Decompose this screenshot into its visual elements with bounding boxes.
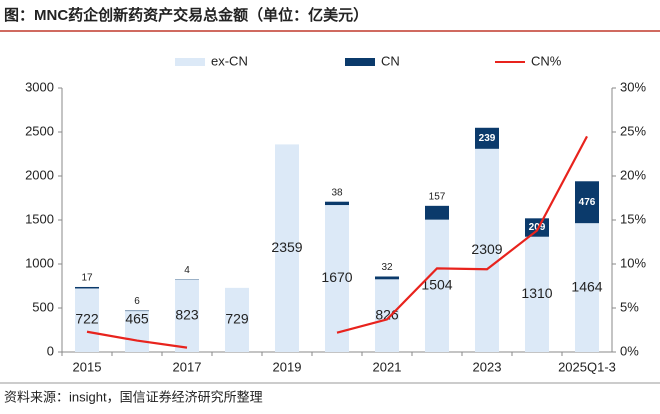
legend-label: ex-CN <box>211 53 248 68</box>
bar-label: 729 <box>225 311 249 327</box>
legend-swatch <box>345 58 375 66</box>
bar-label: 32 <box>381 262 393 273</box>
legend-label: CN% <box>531 53 562 68</box>
y2-tick-label: 20% <box>620 167 646 182</box>
bar <box>75 287 99 288</box>
x-tick-label: 2017 <box>173 359 202 374</box>
y2-tick-label: 10% <box>620 255 646 270</box>
y-tick-label: 1000 <box>25 255 54 270</box>
bar-label: 17 <box>81 273 93 284</box>
bar-label: 4 <box>184 265 190 276</box>
y2-tick-label: 15% <box>620 211 646 226</box>
x-tick-label: 2015 <box>73 359 102 374</box>
bar-label: 6 <box>134 296 140 307</box>
bar-label: 1670 <box>321 269 352 285</box>
y-tick-label: 1500 <box>25 211 54 226</box>
y-tick-label: 3000 <box>25 79 54 94</box>
y-tick-label: 2000 <box>25 167 54 182</box>
legend-label: CN <box>381 53 400 68</box>
bar-label: 476 <box>579 197 596 208</box>
y2-tick-label: 0% <box>620 343 639 358</box>
bar-label: 157 <box>429 191 446 202</box>
bar-label: 823 <box>175 306 199 322</box>
bar-label: 2359 <box>271 239 302 255</box>
x-tick-label: 2021 <box>373 359 402 374</box>
bar <box>125 311 149 312</box>
bar-label: 1464 <box>571 278 602 294</box>
source: 资料来源：insight，国信证券经济研究所整理 <box>4 389 263 404</box>
bar <box>425 206 449 220</box>
bar-label: 239 <box>479 133 496 144</box>
bar-label: 465 <box>125 311 149 327</box>
x-tick-label: 2023 <box>473 359 502 374</box>
x-tick-label: 2025Q1-3 <box>558 359 616 374</box>
bar-label: 38 <box>331 187 343 198</box>
y-tick-label: 500 <box>32 299 54 314</box>
y2-tick-label: 5% <box>620 299 639 314</box>
x-tick-label: 2019 <box>273 359 302 374</box>
bar-label: 2309 <box>471 241 502 257</box>
bar <box>325 202 349 205</box>
chart-title: 图：MNC药企创新药资产交易总金额（单位：亿美元） <box>4 6 368 24</box>
legend-swatch <box>175 58 205 66</box>
y-tick-label: 0 <box>47 343 54 358</box>
bar-label: 1310 <box>521 285 552 301</box>
y-tick-label: 2500 <box>25 123 54 138</box>
bar <box>375 276 399 279</box>
y2-tick-label: 25% <box>620 123 646 138</box>
bar-label: 722 <box>75 311 99 327</box>
y2-tick-label: 30% <box>620 79 646 94</box>
